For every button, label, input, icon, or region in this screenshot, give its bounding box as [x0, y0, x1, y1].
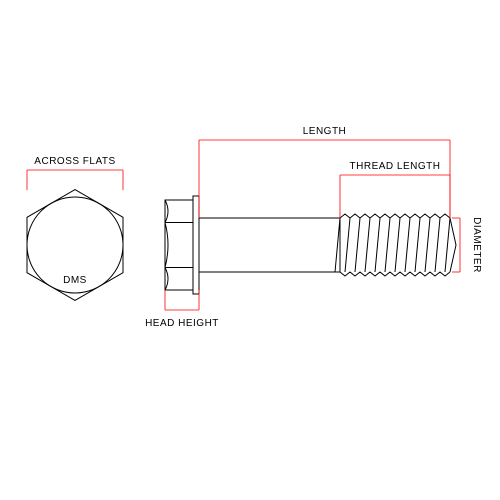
thread-helix-line — [445, 218, 450, 272]
thread-helix-line — [385, 218, 390, 272]
thread-helix-line — [405, 218, 410, 272]
label-diameter: DIAMETER — [471, 217, 482, 273]
label-head-height: HEAD HEIGHT — [145, 318, 219, 329]
thread-helix-line — [345, 218, 350, 272]
label-across-flats: ACROSS FLATS — [34, 156, 115, 167]
thread-helix-line — [375, 218, 380, 272]
bolt-tip — [450, 218, 456, 272]
bolt-shank — [199, 218, 340, 272]
bolt-head-side — [165, 200, 193, 290]
thread-crest-bottom — [340, 272, 450, 276]
thread-crest-top — [340, 214, 450, 218]
label-length: LENGTH — [303, 126, 347, 137]
thread-helix-line — [415, 218, 420, 272]
thread-helix-line — [435, 218, 440, 272]
thread-helix-line — [355, 218, 360, 272]
label-dms: DMS — [63, 275, 87, 286]
bolt-flange — [193, 196, 199, 294]
thread-helix-line — [395, 218, 400, 272]
thread-helix-line — [425, 218, 430, 272]
thread-helix-line — [335, 218, 340, 272]
label-thread-length: THREAD LENGTH — [350, 161, 441, 172]
thread-helix-line — [365, 218, 370, 272]
